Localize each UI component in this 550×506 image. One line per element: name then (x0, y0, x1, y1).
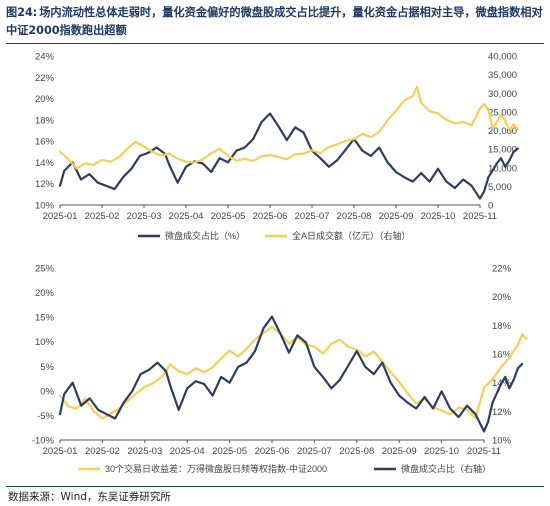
x-tick-label: 2025-08 (337, 211, 372, 222)
x-tick-label: 2025-02 (85, 446, 120, 457)
y-right-tick-label: 35,000 (488, 70, 517, 81)
chart-liquidity-vs-microcap-share: 10% 12% 14% 16% 18% 20% 22% 24% 0 5,000 10,000 15,0… (35, 52, 519, 241)
series-line-1 (58, 325, 528, 420)
chart-excess-return-vs-microcap-share: -10%-5%0%5%10%15%20%25%10%12%14%16%18%20… (32, 264, 528, 474)
y-left-tick-label: 5% (40, 362, 54, 373)
y-right-tick-label: 22% (492, 264, 512, 275)
y-right-tick-label: 16% (492, 350, 512, 361)
figure-number: 图24: (6, 6, 38, 19)
series-line-1 (58, 112, 519, 200)
y-right-tick-label: 10% (492, 436, 512, 447)
x-tick-label: 2025-07 (297, 446, 332, 457)
x-tick-label: 2025-05 (211, 211, 246, 222)
x-tick-label: 2025-06 (255, 446, 290, 457)
x-tick-label: 2025-06 (253, 211, 288, 222)
legend-label-2: 微盘成交占比（右轴） (401, 463, 491, 474)
y-right-tick-label: 30,000 (488, 89, 517, 100)
x-tick-label: 2025-03 (127, 446, 162, 457)
title-divider (6, 43, 544, 44)
y-right-tick-label: 25,000 (488, 107, 517, 118)
y-left-tick-label: 14% (35, 158, 55, 169)
x-tick-label: 2025-01 (43, 211, 78, 222)
x-tick-label: 2025-11 (463, 211, 497, 222)
x-tick-label: 2025-11 (467, 446, 501, 457)
source-divider (6, 486, 544, 487)
y-left-tick-label: 20% (35, 288, 55, 299)
legend-label-1: 30个交易日收益差：万得微盘股日频等权指数-中证2000 (105, 463, 327, 474)
y-right-tick-label: 40,000 (488, 52, 517, 63)
x-tick-label: 2025-02 (85, 211, 120, 222)
x-tick-label: 2025-09 (379, 211, 414, 222)
x-tick-label: 2025-10 (424, 446, 459, 457)
data-source-note: 数据来源：Wind，东吴证券研究所 (8, 491, 171, 503)
figure-title-text: 场内流动性总体走弱时，量化资金偏好的微盘股成交占比提升，量化资金占据相对主导，微… (6, 6, 543, 37)
legend-label-2: 全A日成交额（亿元）（右轴） (292, 230, 411, 241)
y-right-tick-label: 18% (492, 321, 512, 332)
x-tick-label: 2025-07 (295, 211, 330, 222)
x-tick-label: 2025-08 (339, 446, 374, 457)
y-left-tick-label: 18% (35, 115, 55, 126)
y-right-tick-label: 0 (488, 201, 493, 212)
legend-label-1: 微盘成交占比（%） (165, 230, 245, 241)
series-line-2 (58, 85, 519, 170)
y-right-tick-label: 15,000 (488, 145, 517, 156)
y-right-tick-label: 10,000 (488, 163, 517, 174)
x-tick-label: 2025-04 (169, 211, 204, 222)
y-right-tick-label: 5,000 (488, 182, 512, 193)
x-tick-label: 2025-05 (212, 446, 247, 457)
y-left-tick-label: 10% (35, 201, 55, 212)
series-line-2 (58, 315, 524, 433)
y-left-tick-label: -5% (37, 411, 54, 422)
x-tick-label: 2025-01 (43, 446, 78, 457)
y-left-tick-label: 12% (35, 179, 55, 190)
x-tick-label: 2025-03 (127, 211, 162, 222)
x-tick-label: 2025-09 (382, 446, 417, 457)
figure-title: 图24: 场内流动性总体走弱时，量化资金偏好的微盘股成交占比提升，量化资金占据相对… (6, 4, 544, 40)
y-left-tick-label: 22% (35, 73, 55, 84)
y-right-tick-label: 20% (492, 292, 512, 303)
y-left-tick-label: -10% (32, 436, 55, 447)
y-left-tick-label: 16% (35, 137, 55, 148)
x-tick-label: 2025-04 (170, 446, 205, 457)
y-left-tick-label: 20% (35, 94, 55, 105)
y-right-tick-label: 12% (492, 407, 512, 418)
x-tick-label: 2025-10 (421, 211, 456, 222)
y-left-tick-label: 24% (35, 52, 55, 63)
y-left-tick-label: 15% (35, 313, 55, 324)
y-left-tick-label: 10% (35, 337, 55, 348)
y-right-tick-label: 20,000 (488, 126, 517, 137)
y-left-tick-label: 0% (40, 386, 54, 397)
y-left-tick-label: 25% (35, 264, 55, 275)
